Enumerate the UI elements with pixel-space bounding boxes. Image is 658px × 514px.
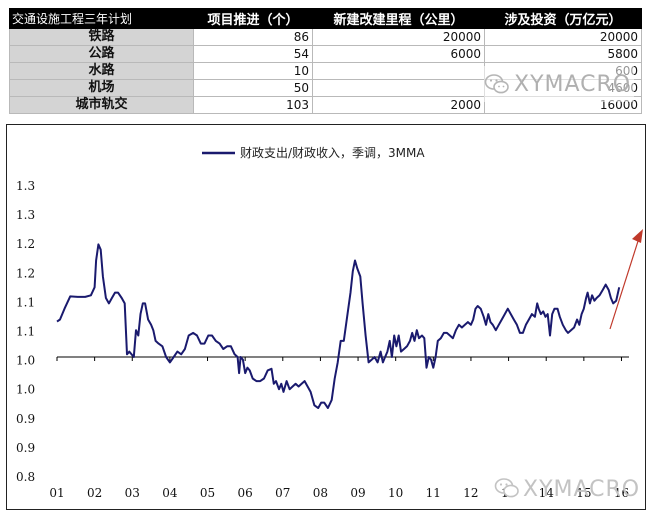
row-label: 铁路 [9,28,194,46]
y-tick-label: 1.1 [16,325,35,339]
cell-projects: 50 [193,79,313,97]
x-tick-label: 07 [275,486,290,500]
cell-mileage [312,62,485,80]
x-tick-label: 14 [539,486,555,500]
y-tick-label: 1.2 [16,266,35,280]
cell-investment: 5800 [484,45,642,63]
y-tick-label: 1.2 [16,237,35,251]
x-tick-label: 09 [350,486,365,500]
x-tick-label: 08 [313,486,328,500]
x-tick-label: 04 [162,486,178,500]
series-line [56,243,621,409]
y-tick-label: 1.0 [16,383,35,397]
y-tick-label: 1.3 [16,179,35,193]
x-tick-label: 10 [388,486,403,500]
cell-projects: 10 [193,62,313,80]
watermark-top: XYMACRO [484,66,634,102]
y-tick-label: 1.1 [16,295,35,309]
table-row: 铁路 86 20000 20000 [9,28,642,46]
wechat-logo-icon [494,478,519,498]
x-tick-label: 15 [576,486,591,500]
chart-frame: 财政支出/财政收入，季调，3MMA 1.3 1.3 1.2 1.2 1.1 1.1 1.0 1… [6,124,646,510]
row-label: 水路 [9,62,194,80]
column-header-mileage: 新建改建里程（公里） [312,8,485,29]
cell-investment: 20000 [484,28,642,46]
fiscal-ratio-line-chart: 财政支出/财政收入，季调，3MMA 1.31.31.21.21.11.11.01… [16,146,643,502]
cell-projects: 54 [193,45,313,63]
y-tick-label: 0.8 [16,470,35,484]
x-tick-label: 16 [614,486,629,500]
trend-arrow [609,229,643,330]
watermark-text: XYMACRO [514,71,632,97]
row-label: 机场 [9,79,194,97]
legend-label: 财政支出/财政收入，季调，3MMA [240,146,425,160]
cell-projects: 103 [193,96,313,114]
table-corner-title: 交通设施工程三年计划 [9,8,194,29]
x-tick-labels: 01020304050607080910111213141516 [49,357,629,500]
series-layer [56,243,621,409]
x-tick-label: 05 [200,486,215,500]
cell-mileage: 20000 [312,28,485,46]
cell-mileage: 6000 [312,45,485,63]
cell-projects: 86 [193,28,313,46]
x-tick-label: 11 [426,486,441,500]
watermark-bottom: XYMACRO [494,477,640,502]
cell-mileage: 2000 [312,96,485,114]
y-tick-label: 1.0 [16,354,35,368]
table-header-row: 交通设施工程三年计划 项目推进（个） 新建改建里程（公里） 涉及投资（万亿元） [9,8,642,29]
y-tick-label: 0.9 [16,441,35,455]
x-tick-label: 02 [87,486,102,500]
cell-mileage [312,79,485,97]
y-tick-label: 1.3 [16,208,35,222]
column-header-investment: 涉及投资（万亿元） [484,8,642,29]
y-tick-labels: 1.3 1.3 1.2 1.2 1.1 1.1 1.0 1.0 0.9 0.9 0.8 [16,179,35,484]
x-tick-label: 06 [238,486,253,500]
chart-legend: 财政支出/财政收入，季调，3MMA [202,146,425,160]
wechat-logo-icon [484,74,509,94]
y-tick-label: 0.9 [16,412,35,426]
column-header-projects: 项目推进（个） [193,8,313,29]
x-tick-label: 03 [125,486,140,500]
x-tick-label: 12 [463,486,478,500]
x-tick-label: 01 [49,486,64,500]
row-label: 公路 [9,45,194,63]
row-label: 城市轨交 [9,96,194,114]
watermark-text: XYMACRO [523,477,640,502]
table-row: 公路 54 6000 5800 [9,45,642,63]
